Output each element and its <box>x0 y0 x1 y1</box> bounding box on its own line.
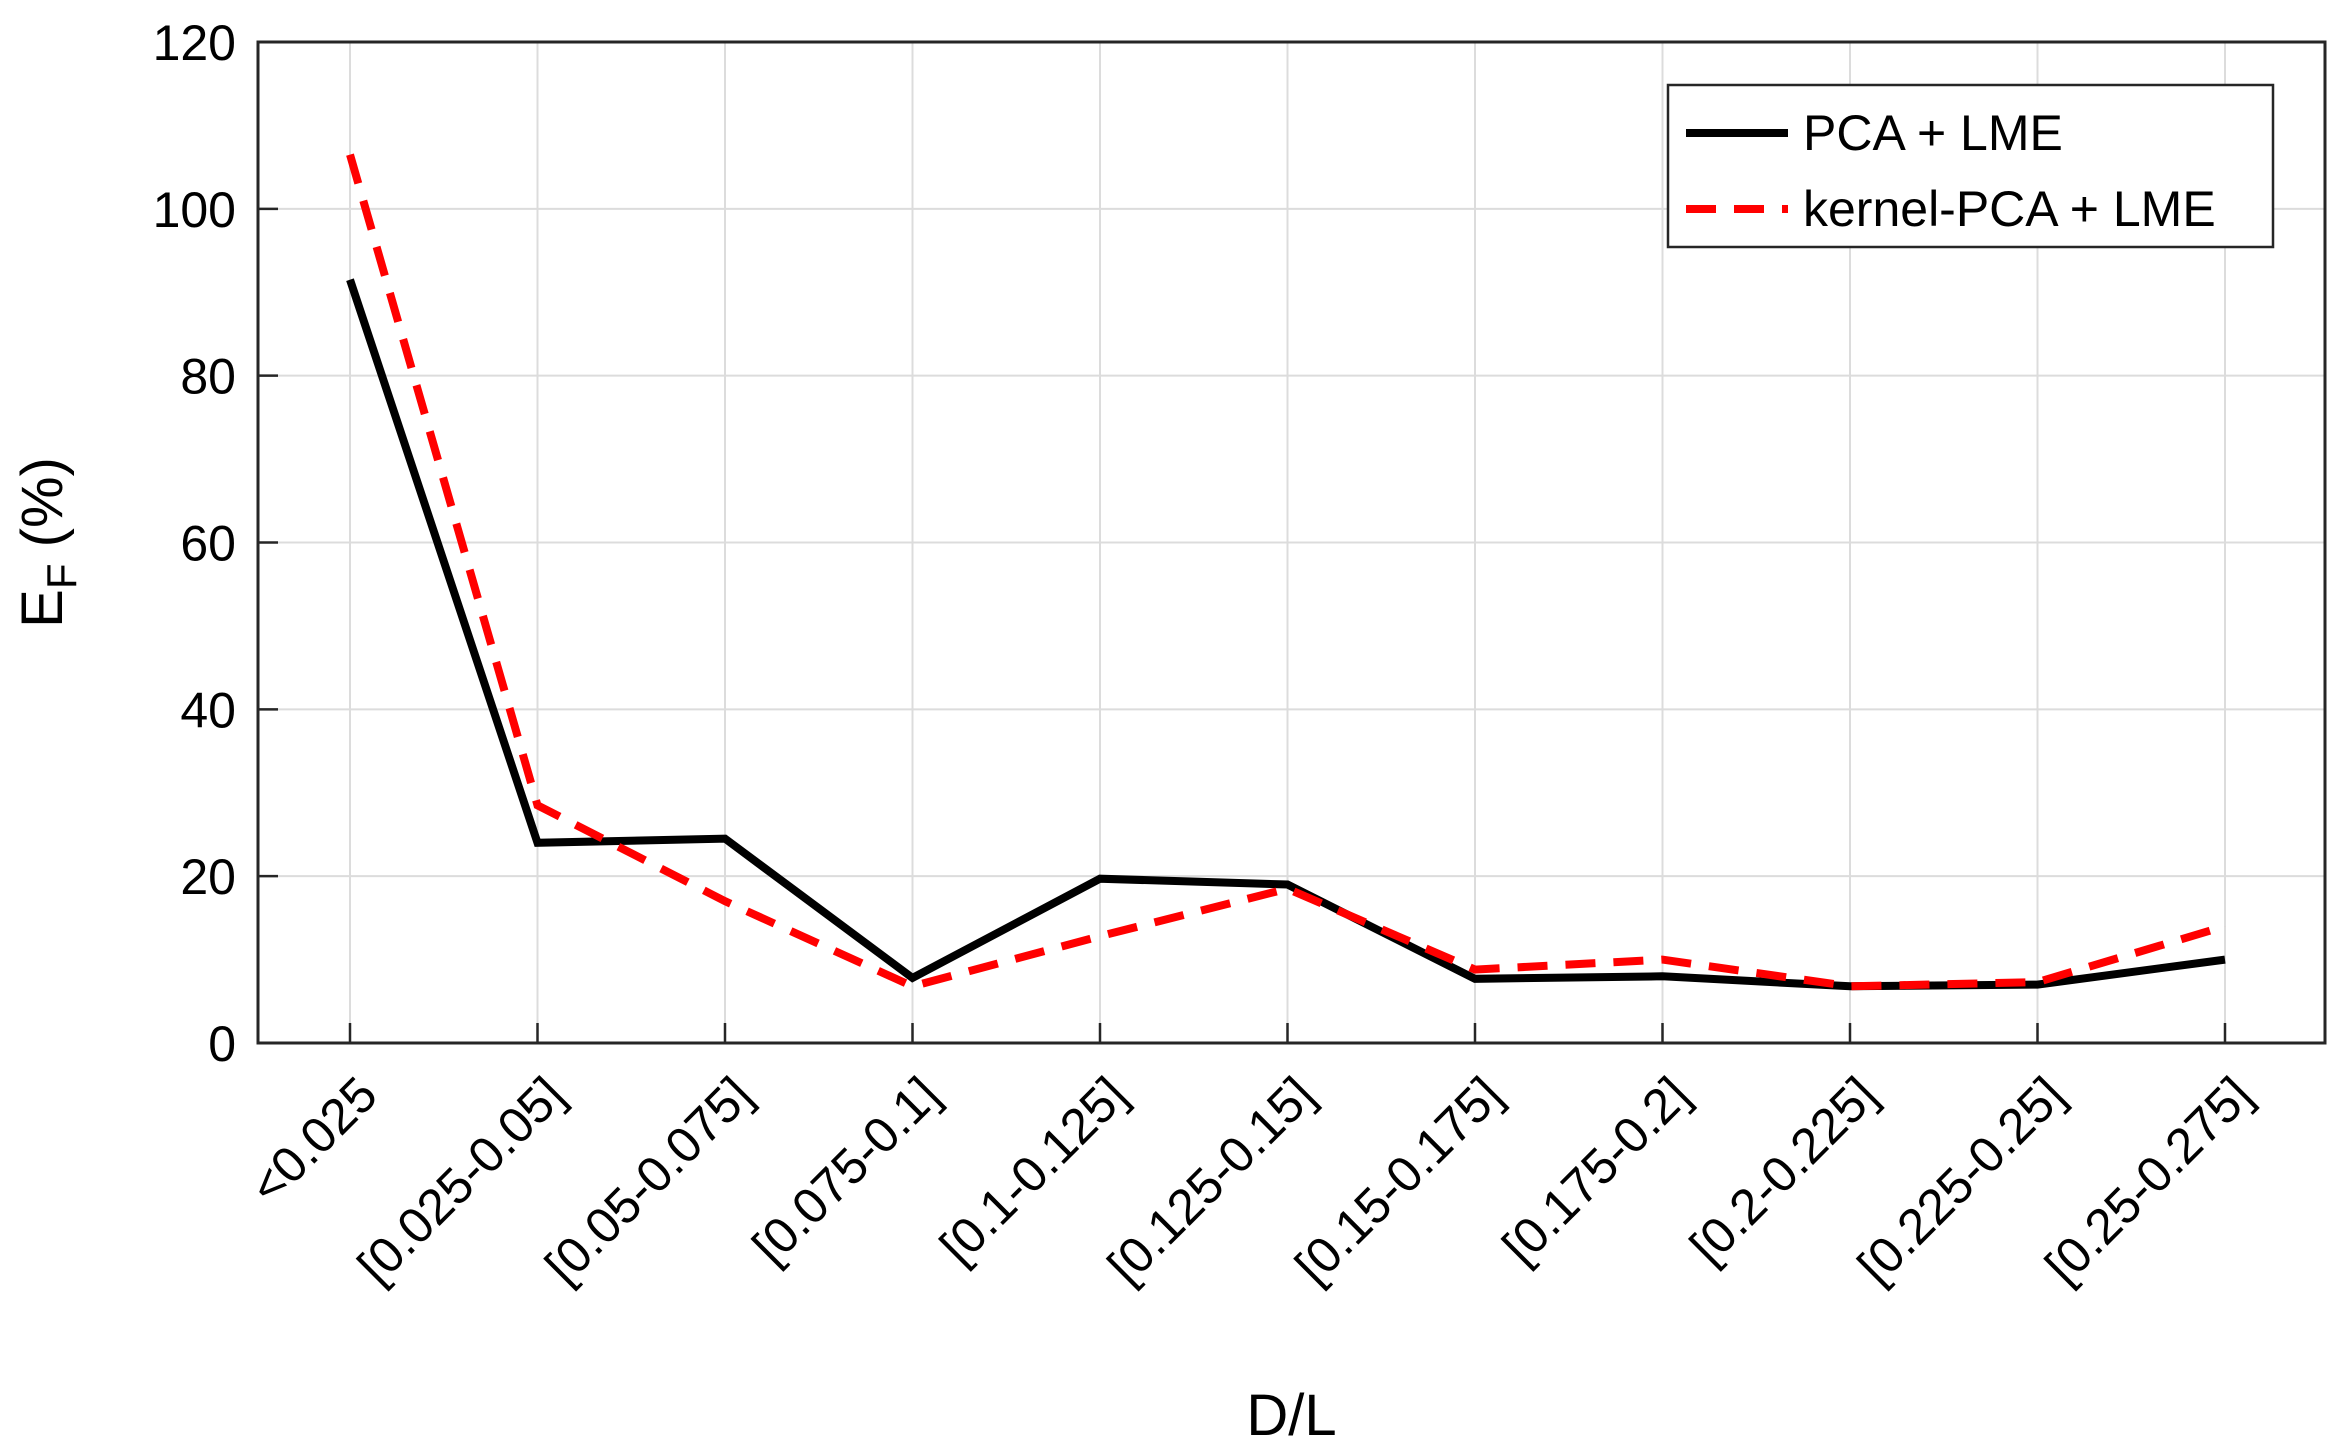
legend-label-kernel-pca-lme: kernel-PCA + LME <box>1803 181 2216 237</box>
y-tick-label: 40 <box>180 682 236 738</box>
y-axis-label-subscript: F <box>38 563 85 589</box>
series-layer <box>346 153 2227 991</box>
y-tick-label: 20 <box>180 849 236 905</box>
y-tick-label: 120 <box>153 15 236 71</box>
series-line-kernel-pca-lme <box>346 153 2227 991</box>
y-axis-label-suffix: (%) <box>10 457 75 563</box>
x-axis-label: D/L <box>1246 1383 1336 1448</box>
y-axis-label-main: E <box>10 589 75 628</box>
y-tick-label: 80 <box>180 349 236 405</box>
legend: PCA + LME kernel-PCA + LME <box>1666 83 2275 249</box>
y-tick-label: 60 <box>180 516 236 572</box>
y-tick-label: 0 <box>208 1016 236 1072</box>
legend-box <box>1666 83 2275 249</box>
y-axis-label: EF (%) <box>10 457 85 628</box>
legend-label-pca-lme: PCA + LME <box>1803 105 2063 161</box>
y-tick-label: 100 <box>153 182 236 238</box>
